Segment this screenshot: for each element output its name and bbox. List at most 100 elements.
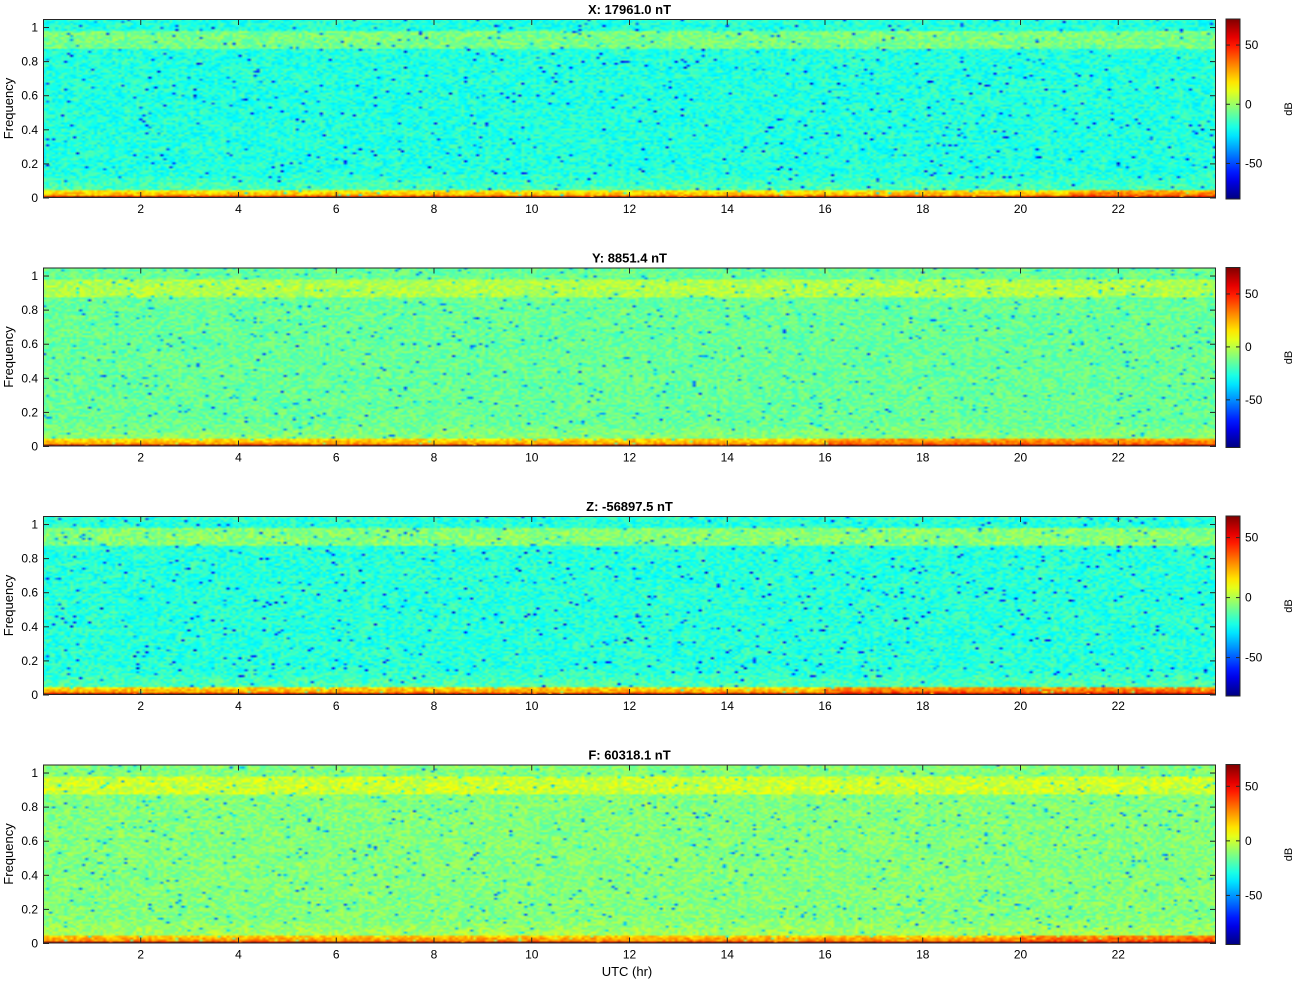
- y-tick-label: 0.6: [21, 337, 38, 351]
- y-tick-label: 0.2: [21, 654, 38, 668]
- y-tick-label: 0.6: [21, 586, 38, 600]
- x-tick-label: 16: [818, 202, 832, 216]
- spectrogram-panel-3: Z: -56897.5 nT2 4 6 8 10 12 14 16 18 20 2200.20.40…: [1, 499, 1295, 713]
- y-tick-label: 0: [31, 440, 38, 454]
- x-tick-label: 2: [137, 451, 144, 465]
- y-tick-label: 0: [31, 191, 38, 205]
- x-tick-label: 12: [623, 699, 637, 713]
- colorbar-tick-label: 50: [1245, 531, 1259, 545]
- x-tick-label: 22: [1112, 948, 1126, 962]
- x-tick-label: 18: [916, 202, 930, 216]
- x-tick-label: 22: [1112, 202, 1126, 216]
- y-tick-label: 0.4: [21, 123, 38, 137]
- colorbar: 50 0 -50 dB: [1225, 764, 1295, 945]
- x-tick-label: 20: [1014, 451, 1028, 465]
- x-tick-label: 8: [431, 948, 438, 962]
- y-tick-label: 0.2: [21, 405, 38, 419]
- colorbar-tick-label: 50: [1245, 38, 1259, 52]
- spectrogram-panel-2: Y: 8851.4 nT2 4 6 8 10 12 14 16 18 20 2200.20.40.6…: [1, 251, 1295, 465]
- x-tick-label: 4: [235, 699, 242, 713]
- x-tick-label: 16: [818, 699, 832, 713]
- colorbar-tick-label: -50: [1245, 393, 1263, 407]
- x-tick-label: 4: [235, 202, 242, 216]
- spectrogram-heatmap: [43, 267, 1216, 447]
- y-tick-label: 1: [31, 269, 38, 283]
- y-tick-label: 0.8: [21, 800, 38, 814]
- y-tick-label: 1: [31, 766, 38, 780]
- y-tick-label: 0: [31, 937, 38, 951]
- colorbar-tick-label: 50: [1245, 287, 1259, 301]
- y-axis-label: Frequency: [1, 574, 16, 636]
- x-axis-label: UTC (hr): [602, 964, 653, 979]
- panel-title: Y: 8851.4 nT: [592, 251, 667, 266]
- x-tick-label: 18: [916, 451, 930, 465]
- x-tick-label: 6: [333, 451, 340, 465]
- y-tick-label: 0.4: [21, 868, 38, 882]
- x-tick-label: 18: [916, 699, 930, 713]
- x-tick-label: 16: [818, 948, 832, 962]
- y-tick-label: 0.8: [21, 552, 38, 566]
- x-tick-label: 18: [916, 948, 930, 962]
- colorbar-label: dB: [1283, 102, 1295, 115]
- spectrogram-heatmap: [43, 516, 1216, 695]
- x-tick-label: 16: [818, 451, 832, 465]
- y-tick-label: 0.6: [21, 834, 38, 848]
- colorbar-tick-label: 0: [1245, 97, 1252, 111]
- x-tick-label: 6: [333, 948, 340, 962]
- colorbar-tick-label: 0: [1245, 591, 1252, 605]
- colorbar-tick-label: 50: [1245, 779, 1259, 793]
- y-tick-label: 0: [31, 688, 38, 702]
- colorbar-tick-label: 0: [1245, 834, 1252, 848]
- y-tick-label: 0.2: [21, 157, 38, 171]
- x-tick-label: 14: [721, 202, 735, 216]
- y-tick-label: 0.4: [21, 620, 38, 634]
- panel-title: F: 60318.1 nT: [588, 748, 670, 763]
- y-tick-label: 0.6: [21, 89, 38, 103]
- y-tick-label: 0.4: [21, 371, 38, 385]
- colorbar: 50 0 -50 dB: [1225, 18, 1295, 200]
- x-tick-label: 4: [235, 948, 242, 962]
- x-tick-label: 10: [525, 948, 539, 962]
- colorbar-label: dB: [1283, 351, 1295, 364]
- x-tick-label: 20: [1014, 699, 1028, 713]
- x-tick-label: 14: [721, 699, 735, 713]
- x-tick-label: 12: [623, 202, 637, 216]
- colorbar-label: dB: [1283, 599, 1295, 612]
- x-tick-label: 20: [1014, 202, 1028, 216]
- x-tick-label: 10: [525, 451, 539, 465]
- spectrogram-panel-1: X: 17961.0 nT 2 4 6 8 10 12 14 16 18 20 22 0 0.2 0.4 0.…: [1, 2, 1295, 216]
- spectrogram-panel-4: F: 60318.1 nT2 4 6 8 10 12 14 16 18 20 2200.20.40.…: [1, 748, 1295, 962]
- colorbar-gradient: [1225, 515, 1241, 697]
- colorbar-gradient: [1225, 18, 1241, 200]
- x-tick-label: 6: [333, 699, 340, 713]
- x-tick-label: 8: [431, 202, 438, 216]
- y-tick-label: 0.2: [21, 902, 38, 916]
- colorbar-tick-label: -50: [1245, 888, 1263, 902]
- x-tick-label: 4: [235, 451, 242, 465]
- x-tick-label: 2: [137, 948, 144, 962]
- x-tick-label: 6: [333, 202, 340, 216]
- y-axis-label: Frequency: [1, 77, 16, 139]
- colorbar-tick-label: -50: [1245, 156, 1263, 170]
- colorbar-gradient: [1225, 267, 1241, 448]
- y-axis-label: Frequency: [1, 823, 16, 885]
- x-tick-label: 2: [137, 202, 144, 216]
- y-tick-label: 0.8: [21, 303, 38, 317]
- panel-title: X: 17961.0 nT: [588, 2, 671, 17]
- x-tick-label: 20: [1014, 948, 1028, 962]
- colorbar-tick-label: -50: [1245, 651, 1263, 665]
- colorbar: 50 0 -50 dB: [1225, 267, 1295, 448]
- x-tick-label: 2: [137, 699, 144, 713]
- x-tick-label: 10: [525, 202, 539, 216]
- colorbar-label: dB: [1283, 848, 1295, 861]
- y-tick-label: 1: [31, 518, 38, 532]
- x-tick-label: 8: [431, 451, 438, 465]
- x-tick-label: 14: [721, 451, 735, 465]
- x-tick-label: 8: [431, 699, 438, 713]
- y-axis-label: Frequency: [1, 326, 16, 388]
- colorbar-tick-label: 0: [1245, 340, 1252, 354]
- panel-title: Z: -56897.5 nT: [586, 499, 673, 514]
- spectrogram-heatmap: [43, 764, 1216, 944]
